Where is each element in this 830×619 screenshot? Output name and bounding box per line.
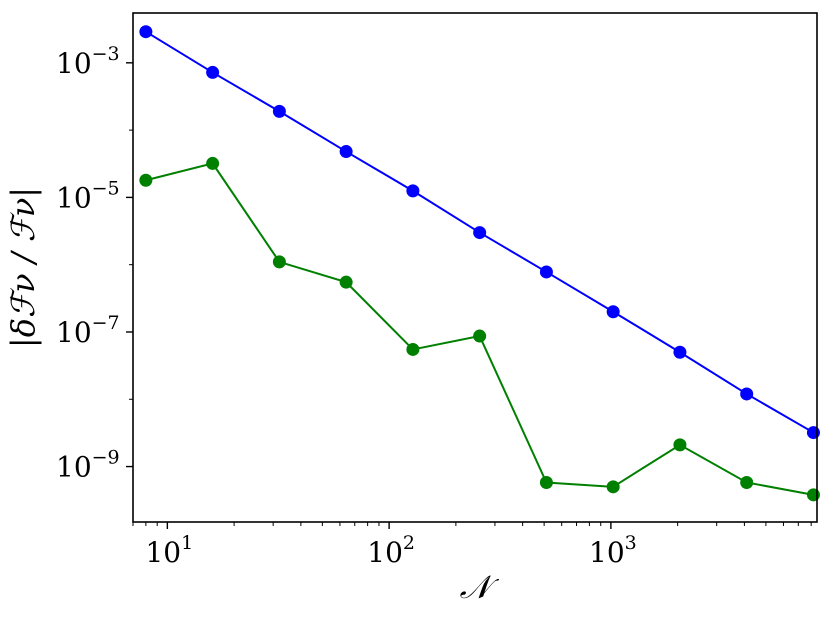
series-2-point xyxy=(406,342,420,356)
series-2-line xyxy=(145,162,814,496)
series-1-point xyxy=(206,65,220,79)
x-tick-label: 102 xyxy=(367,532,415,569)
series-2-point xyxy=(206,156,220,170)
x-axis-label: 𝒩 xyxy=(460,568,500,606)
y-tick-label: 10−3 xyxy=(56,43,120,80)
ticks-layer: 101 102 103 10−3 10−5 10−7 10−9 xyxy=(56,43,812,569)
series-1-point xyxy=(473,226,487,240)
series-layer xyxy=(139,25,820,502)
series-1-point xyxy=(339,145,353,159)
series-1-point xyxy=(406,184,420,198)
series-2-point xyxy=(673,438,687,452)
series-1-point xyxy=(139,25,153,39)
y-tick-label: 10−9 xyxy=(56,447,120,484)
series-2-point xyxy=(740,475,754,489)
series-1-point xyxy=(806,426,820,440)
series-1-point xyxy=(539,265,553,279)
y-tick-label: 10−5 xyxy=(56,177,120,214)
series-1-point xyxy=(740,387,754,401)
x-tick-label: 101 xyxy=(145,532,193,569)
y-tick-label: 10−7 xyxy=(56,312,120,349)
series-1-point xyxy=(272,104,286,118)
y-axis-label: |δℱν / ℱν| xyxy=(4,187,42,348)
series-2-point xyxy=(339,275,353,289)
plot-frame xyxy=(132,12,818,523)
series-2-point xyxy=(139,173,153,187)
series-2-point xyxy=(539,475,553,489)
series-1-point xyxy=(606,305,620,319)
series-1-point xyxy=(673,345,687,359)
series-2-point xyxy=(272,255,286,269)
x-tick-label: 103 xyxy=(589,532,637,569)
series-2-point xyxy=(806,488,820,502)
series-2-point xyxy=(473,329,487,343)
series-2-point xyxy=(606,480,620,494)
